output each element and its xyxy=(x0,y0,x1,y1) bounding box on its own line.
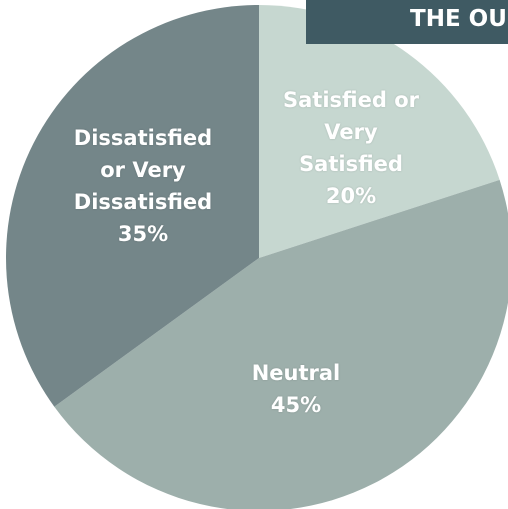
slice-label: Dissatisfied or Very Dissatisfied 35% xyxy=(33,122,253,250)
value-label: 35% xyxy=(117,222,169,246)
value-label: 45% xyxy=(270,393,322,417)
value-label: 20% xyxy=(325,184,377,208)
category-label: Neutral xyxy=(251,361,341,385)
slice-label: Satisfied or Very Satisfied 20% xyxy=(241,84,461,212)
pie-slice xyxy=(259,5,500,258)
pie-slice xyxy=(54,179,508,509)
slice-label: Neutral 45% xyxy=(186,357,406,421)
chart-title: THE OU xyxy=(410,6,507,32)
title-banner: THE OU xyxy=(306,0,508,44)
category-label: Satisfied or Very Satisfied xyxy=(283,88,419,176)
category-label: Dissatisfied or Very Dissatisfied xyxy=(73,126,213,214)
pie-slice xyxy=(6,5,259,407)
